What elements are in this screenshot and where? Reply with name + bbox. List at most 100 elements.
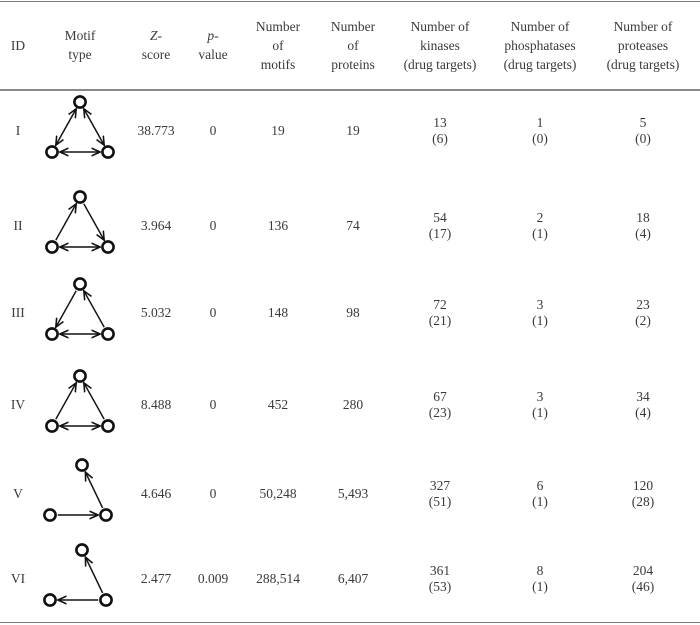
cell-motifs: 50,248 <box>240 464 316 524</box>
cell-kinases-drug-targets: (6) <box>432 131 448 146</box>
cell-motifs: 148 <box>240 283 316 343</box>
header-kinases-line2: kinases <box>420 37 460 53</box>
motif-node <box>45 419 59 433</box>
header-number-of-motifs-line3: motifs <box>260 56 296 72</box>
cell-kinases-drug-targets: (17) <box>428 226 452 241</box>
cell-motifs-value: 148 <box>267 305 289 320</box>
cell-p: 0 <box>188 464 238 524</box>
cell-id: III <box>0 283 36 343</box>
cell-phosphatases: 3 (1) <box>490 283 590 343</box>
cell-proteases-drug-targets: (0) <box>635 131 651 146</box>
motif-node <box>45 145 59 159</box>
cell-kinases-value: 13 <box>433 115 447 130</box>
cell-p-value: 0.009 <box>197 571 229 586</box>
motif-node <box>75 458 89 472</box>
cell-kinases: 72 (21) <box>390 283 490 343</box>
cell-id: VI <box>0 549 36 609</box>
cell-proteins: 280 <box>316 375 390 435</box>
motif-node <box>45 327 59 341</box>
cell-proteins-value: 280 <box>342 397 364 412</box>
motif-node <box>43 508 57 522</box>
motif-node <box>99 508 113 522</box>
cell-phosphatases-value: 3 <box>536 297 544 312</box>
cell-proteases-value: 5 <box>639 115 647 130</box>
cell-phosphatases-drug-targets: (0) <box>532 131 548 146</box>
cell-kinases-value: 361 <box>429 563 451 578</box>
cell-motifs-value: 136 <box>267 218 289 233</box>
cell-proteins: 19 <box>316 101 390 161</box>
cell-phosphatases-drug-targets: (1) <box>532 579 548 594</box>
cell-phosphatases: 1 (0) <box>490 101 590 161</box>
cell-proteins-value: 5,493 <box>337 486 369 501</box>
cell-proteases-value: 120 <box>632 478 654 493</box>
cell-kinases-drug-targets: (51) <box>428 494 452 509</box>
motif-triangle-down-apex-icon <box>45 277 115 341</box>
cell-id: II <box>0 196 36 256</box>
header-number-of-motifs-line2: of <box>272 37 284 53</box>
cell-proteins-value: 74 <box>346 218 360 233</box>
cell-proteases: 18 (4) <box>590 196 696 256</box>
motif-edge <box>55 204 76 241</box>
cell-p-value: 0 <box>209 305 217 320</box>
header-number-of-motifs: Number of motifs <box>240 6 316 84</box>
cell-phosphatases-value: 3 <box>536 389 544 404</box>
cell-proteases-drug-targets: (2) <box>635 313 651 328</box>
header-kinases-line1: Number of <box>410 18 470 34</box>
cell-p-value: 0 <box>209 397 217 412</box>
cell-z: 4.646 <box>126 464 186 524</box>
header-proteases-line2: proteases <box>617 37 669 53</box>
cell-proteins-value: 19 <box>346 123 360 138</box>
cell-proteases-drug-targets: (4) <box>635 405 651 420</box>
header-phosphatases-line1: Number of <box>510 18 570 34</box>
cell-z: 2.477 <box>126 549 186 609</box>
motif-triangle-both-to-apex-icon <box>45 369 115 433</box>
cell-phosphatases-drug-targets: (1) <box>532 494 548 509</box>
motif-node <box>43 593 57 607</box>
cell-motifs: 136 <box>240 196 316 256</box>
cell-kinases-drug-targets: (23) <box>428 405 452 420</box>
cell-phosphatases-value: 2 <box>536 210 544 225</box>
cell-proteases-value: 23 <box>636 297 650 312</box>
cell-proteases: 23 (2) <box>590 283 696 343</box>
cell-id: V <box>0 464 36 524</box>
cell-z-value: 5.032 <box>140 305 172 320</box>
motif-node <box>73 190 87 204</box>
cell-kinases: 54 (17) <box>390 196 490 256</box>
header-phosphatases-line3: (drug targets) <box>503 56 577 72</box>
header-rule <box>0 89 700 91</box>
cell-proteases-drug-targets: (28) <box>631 494 655 509</box>
cell-z-value: 38.773 <box>137 123 175 138</box>
cell-proteases-value: 34 <box>636 389 650 404</box>
motif-edge <box>83 203 104 240</box>
cell-p: 0 <box>188 283 238 343</box>
cell-proteins-value: 6,407 <box>337 571 369 586</box>
header-z-score-line2: score <box>141 47 171 62</box>
header-proteases-line1: Number of <box>613 18 673 34</box>
motif-node <box>101 145 115 159</box>
cell-proteases-value: 18 <box>636 210 650 225</box>
header-number-of-proteins-line2: of <box>347 37 359 53</box>
header-id: ID <box>0 6 36 84</box>
motif-edge <box>84 383 105 420</box>
cell-proteins-value: 98 <box>346 305 360 320</box>
cell-kinases-drug-targets: (53) <box>428 579 452 594</box>
cell-phosphatases-drug-targets: (1) <box>532 405 548 420</box>
cell-kinases: 327 (51) <box>390 464 490 524</box>
cell-motifs: 288,514 <box>240 549 316 609</box>
motif-edge <box>84 109 104 145</box>
header-proteases-line3: (drug targets) <box>606 56 680 72</box>
header-p-value: p- value <box>188 6 238 84</box>
cell-motifs: 19 <box>240 101 316 161</box>
motif-edge <box>84 291 105 328</box>
cell-z: 5.032 <box>126 283 186 343</box>
motif-node <box>75 543 89 557</box>
header-p-value-line2: value <box>198 47 228 62</box>
motif-path-right-to-top-icon <box>43 458 113 522</box>
cell-phosphatases: 2 (1) <box>490 196 590 256</box>
motif-triangle-up-apex-icon <box>45 190 115 254</box>
cell-proteases: 34 (4) <box>590 375 696 435</box>
cell-p-value: 0 <box>209 486 217 501</box>
cell-proteases: 5 (0) <box>590 101 696 161</box>
cell-proteases: 204 (46) <box>590 549 696 609</box>
header-kinases-line3: (drug targets) <box>403 56 477 72</box>
